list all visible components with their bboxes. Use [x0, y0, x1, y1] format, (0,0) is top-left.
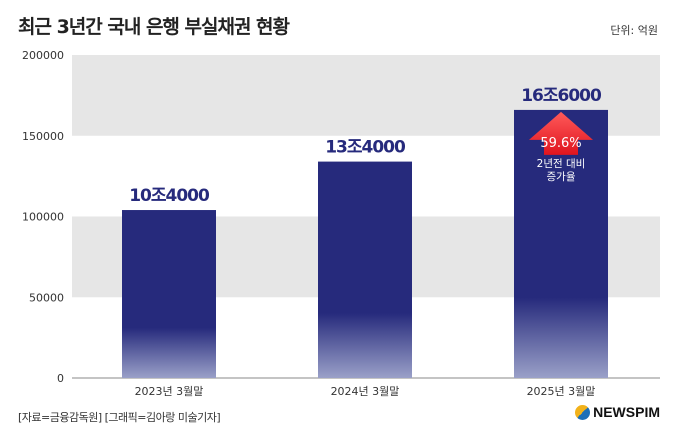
bar: [318, 161, 412, 378]
data-label: 16조6000: [521, 86, 602, 106]
y-tick-label: 200000: [22, 49, 64, 62]
data-label: 10조4000: [129, 186, 210, 206]
y-tick-label: 150000: [22, 130, 64, 143]
annotation-line1: 2년전 대비: [537, 158, 586, 170]
y-tick-label: 50000: [29, 291, 64, 304]
annotation-line2: 증가율: [547, 171, 576, 183]
x-tick-label: 2024년 3월말: [331, 385, 400, 398]
logo-text: NEWSPIM: [593, 404, 660, 420]
bar: [122, 210, 216, 378]
y-tick-label: 0: [57, 372, 64, 385]
chart-title: 최근 3년간 국내 은행 부실채권 현황: [18, 16, 290, 38]
y-tick-label: 100000: [22, 211, 64, 224]
logo-icon: [575, 404, 591, 420]
source-note: [자료=금융감독원] [그래픽=김아랑 미술기자]: [18, 411, 221, 424]
data-label: 13조4000: [325, 138, 406, 158]
unit-label: 단위: 억원: [610, 24, 658, 37]
x-tick-label: 2025년 3월말: [527, 385, 596, 398]
increase-arrow-icon: [529, 111, 593, 155]
x-tick-label: 2023년 3월말: [135, 385, 204, 398]
newspim-logo: NEWSPIM: [575, 404, 660, 420]
increase-percent: 59.6%: [540, 136, 581, 151]
